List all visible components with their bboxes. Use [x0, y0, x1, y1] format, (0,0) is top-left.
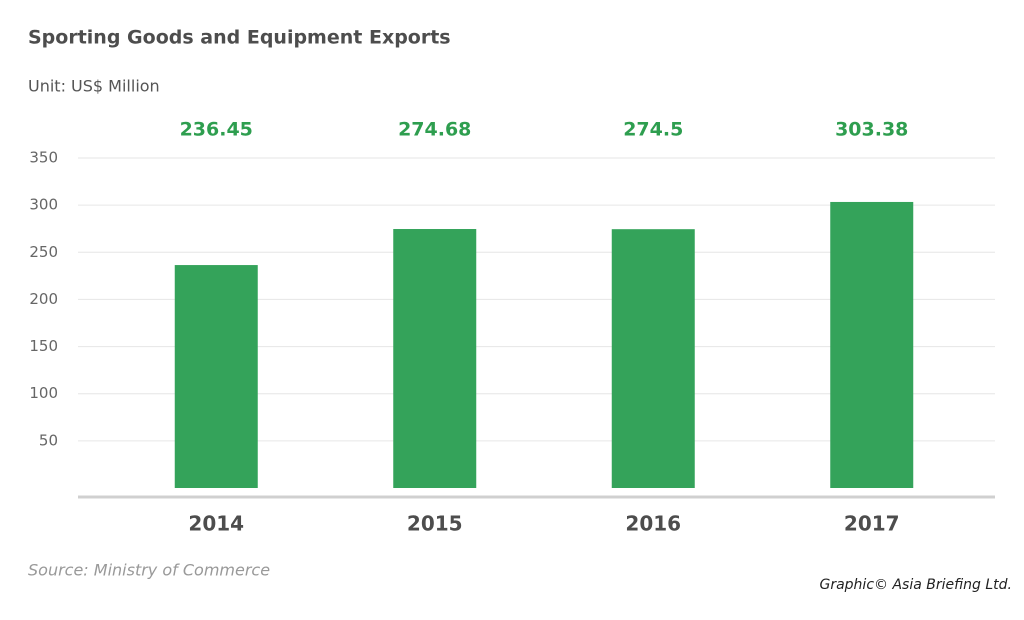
bar [174, 265, 258, 488]
x-tick-label: 2016 [625, 512, 681, 536]
x-tick-label: 2015 [407, 512, 463, 536]
source: Source: Ministry of Commerce [28, 561, 270, 580]
y-tick-label: 350 [29, 149, 58, 167]
value-label: 236.45 [180, 119, 253, 141]
bar [611, 229, 695, 488]
value-label: 274.5 [623, 119, 683, 141]
y-tick-label: 200 [29, 290, 58, 308]
y-tick-label: 250 [29, 243, 58, 261]
chart-subtitle: Unit: US$ Million [28, 77, 160, 96]
x-tick-label: 2014 [188, 512, 244, 536]
credit: Graphic© Asia Briefing Ltd. [819, 577, 1012, 593]
y-tick-label: 50 [39, 431, 58, 449]
bar [393, 229, 477, 489]
value-label: 274.68 [398, 119, 471, 141]
chart-title: Sporting Goods and Equipment Exports [28, 27, 451, 49]
y-tick-label: 150 [29, 337, 58, 355]
y-tick-label: 100 [29, 384, 58, 402]
x-tick-label: 2017 [844, 512, 900, 536]
y-tick-label: 300 [29, 196, 58, 214]
bar [830, 201, 914, 488]
value-label: 303.38 [835, 119, 908, 141]
